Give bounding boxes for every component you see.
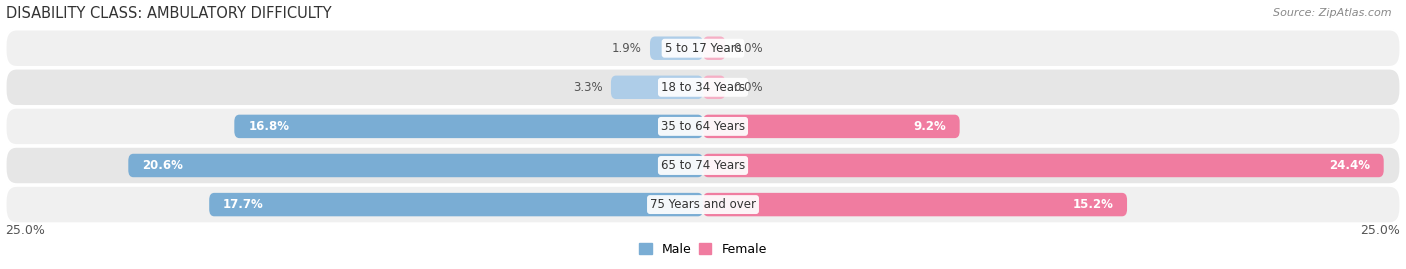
Text: 5 to 17 Years: 5 to 17 Years xyxy=(665,42,741,55)
FancyBboxPatch shape xyxy=(209,193,703,216)
Text: 20.6%: 20.6% xyxy=(142,159,183,172)
Text: 16.8%: 16.8% xyxy=(249,120,290,133)
Text: 3.3%: 3.3% xyxy=(572,81,603,94)
FancyBboxPatch shape xyxy=(612,76,703,99)
FancyBboxPatch shape xyxy=(128,154,703,177)
Text: 17.7%: 17.7% xyxy=(224,198,264,211)
FancyBboxPatch shape xyxy=(6,29,1400,67)
FancyBboxPatch shape xyxy=(703,193,1128,216)
Text: 65 to 74 Years: 65 to 74 Years xyxy=(661,159,745,172)
Text: 24.4%: 24.4% xyxy=(1329,159,1369,172)
FancyBboxPatch shape xyxy=(235,115,703,138)
Text: 9.2%: 9.2% xyxy=(912,120,946,133)
Text: 25.0%: 25.0% xyxy=(6,224,45,237)
Text: 0.0%: 0.0% xyxy=(734,81,763,94)
Text: 35 to 64 Years: 35 to 64 Years xyxy=(661,120,745,133)
FancyBboxPatch shape xyxy=(650,37,703,60)
Text: 18 to 34 Years: 18 to 34 Years xyxy=(661,81,745,94)
FancyBboxPatch shape xyxy=(703,37,725,60)
FancyBboxPatch shape xyxy=(6,69,1400,106)
Text: DISABILITY CLASS: AMBULATORY DIFFICULTY: DISABILITY CLASS: AMBULATORY DIFFICULTY xyxy=(6,6,332,20)
FancyBboxPatch shape xyxy=(703,76,725,99)
Text: 0.0%: 0.0% xyxy=(734,42,763,55)
Text: 15.2%: 15.2% xyxy=(1073,198,1114,211)
Text: 25.0%: 25.0% xyxy=(1361,224,1400,237)
FancyBboxPatch shape xyxy=(703,115,960,138)
FancyBboxPatch shape xyxy=(703,154,1384,177)
Text: Source: ZipAtlas.com: Source: ZipAtlas.com xyxy=(1274,8,1392,18)
Text: 1.9%: 1.9% xyxy=(612,42,641,55)
FancyBboxPatch shape xyxy=(6,186,1400,223)
FancyBboxPatch shape xyxy=(6,147,1400,184)
Text: 75 Years and over: 75 Years and over xyxy=(650,198,756,211)
Legend: Male, Female: Male, Female xyxy=(634,238,772,261)
FancyBboxPatch shape xyxy=(6,108,1400,145)
